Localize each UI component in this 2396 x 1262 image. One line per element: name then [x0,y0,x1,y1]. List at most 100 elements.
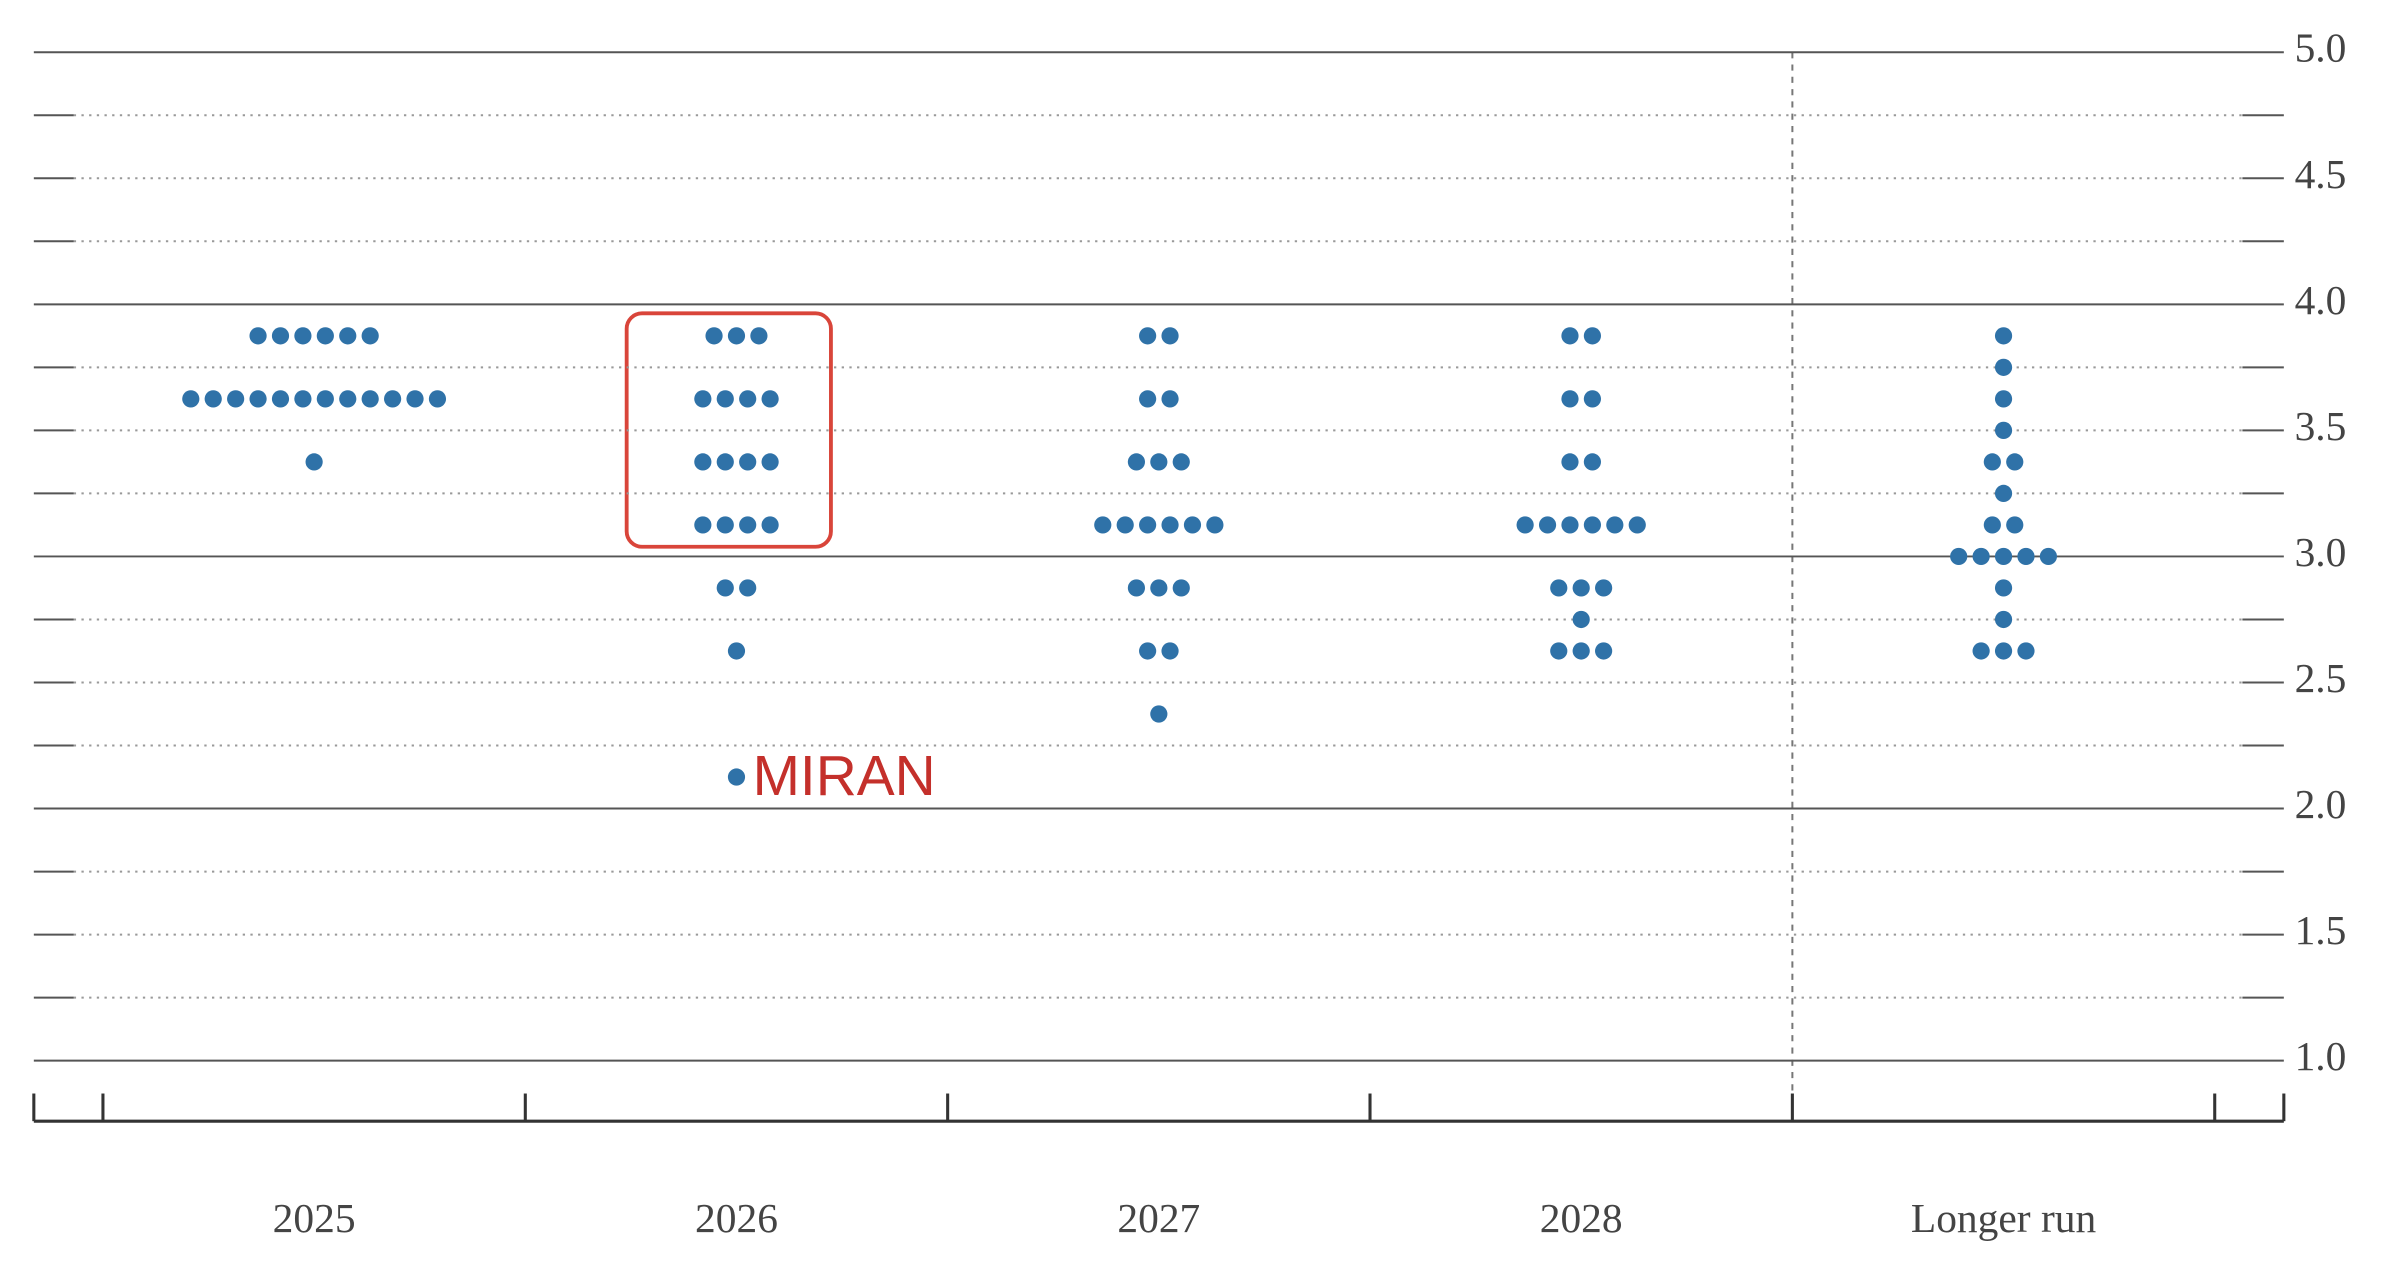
dot [361,390,379,408]
dot [227,390,245,408]
dot [1139,390,1157,408]
dot [1994,547,2013,566]
dot [1572,579,1590,597]
dot [750,327,768,345]
dot [1516,516,1534,534]
dot [1161,327,1179,345]
dot [1161,642,1179,660]
dot [1606,516,1624,534]
dot [1583,327,1602,345]
dot [1595,579,1613,597]
dot [2017,547,2035,566]
dot [1538,516,1557,534]
dot [1994,358,2013,376]
dot [249,390,267,408]
dot [1150,579,1168,597]
dot [1628,516,1646,534]
dot [739,516,757,534]
dot [761,516,779,534]
dot [294,390,312,408]
dot [2017,642,2035,660]
dot [406,390,424,408]
dot [1172,579,1190,597]
dot [1595,642,1613,660]
dot [1994,579,2013,597]
dot [705,327,723,345]
dot [1572,610,1590,629]
dot [1183,516,1202,534]
dot [271,390,290,408]
x-tick-label: 2026 [695,1195,778,1241]
dot [1161,516,1179,534]
dot [1139,327,1157,345]
dot [716,516,734,534]
dot [1972,642,1990,660]
dot [739,579,757,597]
dot [249,327,267,345]
x-tick-label: 2027 [1117,1195,1200,1241]
x-tick-label: 2025 [273,1195,356,1241]
dot [716,390,734,408]
dot [1150,705,1168,723]
dot [694,516,712,534]
dot [727,768,746,786]
dot [1994,610,2013,629]
dot [339,390,357,408]
dot [716,579,734,597]
dot [1561,390,1579,408]
dot [316,390,334,408]
dot [1561,453,1579,471]
y-tick-label: 3.5 [2295,403,2347,449]
y-tick-label: 2.0 [2295,781,2347,827]
dot [1094,516,1112,534]
dot [1950,547,1968,566]
dot [1550,579,1568,597]
dot [1172,453,1190,471]
dot [1150,453,1168,471]
y-tick-label: 5.0 [2295,25,2347,71]
dot [1561,327,1579,345]
dot [1983,516,2001,534]
dot [1127,579,1146,597]
y-tick-label: 1.5 [2295,907,2347,953]
dot [1127,453,1146,471]
dot [339,327,357,345]
dot [2039,547,2057,566]
dot [1994,484,2013,503]
dot [1994,390,2013,408]
dot [761,390,779,408]
dot [361,327,379,345]
annotation: MIRAN [753,745,936,808]
dot [2006,516,2024,534]
dot [2006,453,2024,471]
dot [1550,642,1568,660]
dot [739,453,757,471]
x-tick-label: Longer run [1911,1195,2097,1241]
dot [1994,421,2013,439]
dot [727,642,746,660]
dot [294,327,312,345]
dot [384,390,402,408]
dot [1972,547,1990,566]
dot [316,327,334,345]
dot [1206,516,1224,534]
dot [1139,642,1157,660]
y-tick-label: 1.0 [2295,1033,2347,1079]
dot [1583,390,1602,408]
y-tick-label: 3.0 [2295,529,2347,575]
dot [271,327,290,345]
dot [1983,453,2001,471]
dot [1583,453,1602,471]
dot [1116,516,1134,534]
dot [428,390,447,408]
dot [305,453,323,471]
dot [694,390,712,408]
dot [1572,642,1590,660]
dot [204,390,222,408]
dot [727,327,746,345]
dot [739,390,757,408]
y-tick-label: 4.0 [2295,277,2347,323]
dot [1139,516,1157,534]
